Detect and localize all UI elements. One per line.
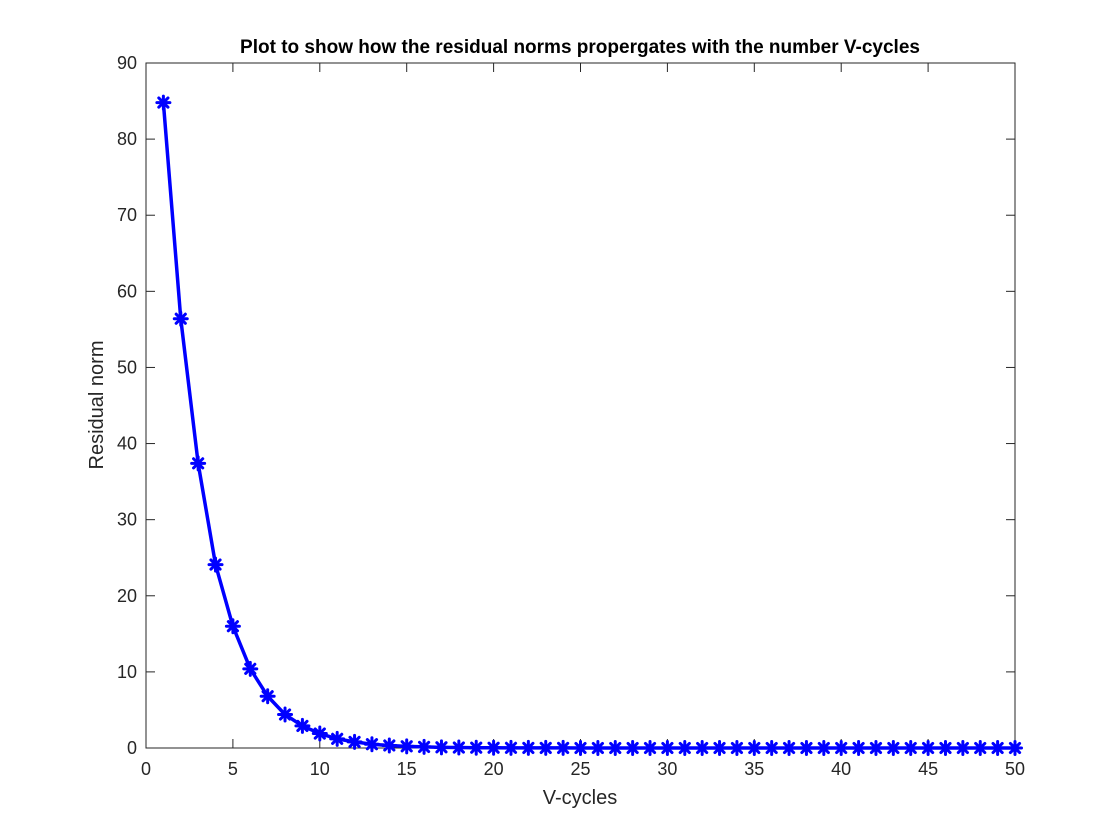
- y-tick-label: 40: [117, 434, 137, 454]
- data-point-marker: [642, 740, 659, 756]
- data-point-marker: [172, 310, 189, 327]
- x-tick-label: 25: [570, 759, 590, 779]
- data-point-marker: [746, 740, 763, 756]
- data-point-marker: [972, 740, 989, 756]
- x-tick-label: 15: [397, 759, 417, 779]
- data-point-marker: [781, 740, 798, 756]
- data-point-marker: [207, 556, 224, 573]
- data-point-marker: [607, 740, 624, 756]
- y-tick-label: 30: [117, 510, 137, 530]
- data-point-marker: [798, 740, 815, 756]
- data-point-marker: [363, 736, 380, 753]
- y-tick-label: 50: [117, 357, 137, 377]
- data-point-marker: [954, 740, 971, 756]
- data-point-marker: [259, 688, 276, 705]
- data-point-marker: [676, 740, 693, 756]
- series-residual-norm: [155, 94, 1023, 756]
- x-tick-label: 30: [657, 759, 677, 779]
- data-point-marker: [537, 739, 554, 756]
- x-tick-label: 40: [831, 759, 851, 779]
- x-axis-label: V-cycles: [543, 787, 617, 809]
- data-point-marker: [311, 725, 328, 742]
- x-tick-label: 45: [918, 759, 938, 779]
- data-point-marker: [242, 660, 259, 677]
- data-point-marker: [416, 738, 433, 755]
- chart-title: Plot to show how the residual norms prop…: [240, 37, 920, 58]
- x-tick-label: 35: [744, 759, 764, 779]
- plot-area: [145, 62, 1016, 749]
- y-tick-label: 60: [117, 281, 137, 301]
- data-point-marker: [224, 618, 241, 635]
- data-point-marker: [885, 740, 902, 756]
- data-point-marker: [450, 739, 467, 756]
- data-point-marker: [520, 739, 537, 756]
- data-point-marker: [346, 733, 363, 750]
- data-point-marker: [468, 739, 485, 756]
- data-point-marker: [937, 740, 954, 756]
- data-point-marker: [850, 740, 867, 756]
- data-point-marker: [277, 706, 294, 723]
- x-tick-label: 5: [228, 759, 238, 779]
- data-point-marker: [433, 739, 450, 756]
- data-point-marker: [867, 740, 884, 756]
- y-tick-label: 70: [117, 205, 137, 225]
- data-point-marker: [155, 94, 172, 111]
- x-tick-label: 10: [310, 759, 330, 779]
- data-point-marker: [589, 740, 606, 756]
- data-point-marker: [728, 740, 745, 756]
- y-axis-label: Residual norm: [86, 341, 108, 470]
- x-tick-label: 20: [484, 759, 504, 779]
- data-point-marker: [833, 740, 850, 756]
- x-tick-label: 50: [1005, 759, 1025, 779]
- data-point-marker: [329, 730, 346, 747]
- data-point-marker: [763, 740, 780, 756]
- data-point-marker: [190, 455, 207, 472]
- data-point-marker: [572, 740, 589, 756]
- y-tick-label: 80: [117, 129, 137, 149]
- data-point-marker: [920, 740, 937, 756]
- data-point-marker: [902, 740, 919, 756]
- data-point-marker: [989, 740, 1006, 756]
- data-point-marker: [659, 740, 676, 756]
- data-point-marker: [502, 739, 519, 756]
- data-point-marker: [711, 740, 728, 756]
- data-point-marker: [624, 740, 641, 756]
- data-point-marker: [694, 740, 711, 756]
- data-point-marker: [815, 740, 832, 756]
- y-tick-label: 20: [117, 586, 137, 606]
- data-point-marker: [1007, 740, 1023, 756]
- y-axis: 0 10 20 30 40 50 60 70 80 90: [117, 53, 1015, 758]
- data-point-marker: [381, 737, 398, 754]
- data-point-marker: [485, 739, 502, 756]
- y-tick-label: 10: [117, 662, 137, 682]
- y-tick-label: 0: [127, 738, 137, 758]
- y-tick-label: 90: [117, 53, 137, 73]
- data-point-marker: [555, 739, 572, 756]
- x-tick-label: 0: [141, 759, 151, 779]
- data-point-marker: [398, 738, 415, 755]
- data-point-marker: [294, 717, 311, 734]
